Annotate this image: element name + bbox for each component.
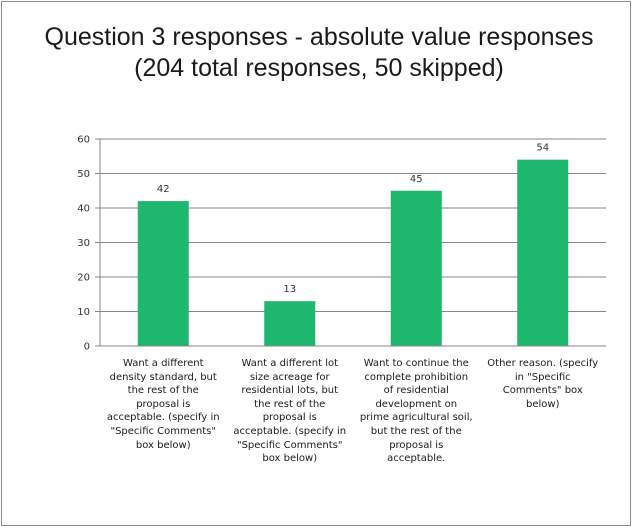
y-tick-label: 0 xyxy=(84,342,90,353)
y-tick-label: 60 xyxy=(77,135,90,146)
category-label: Want a different density standard, but t… xyxy=(106,358,220,451)
bar xyxy=(137,201,189,346)
data-label: 54 xyxy=(536,143,549,154)
data-label: 42 xyxy=(157,184,170,195)
category-label: Want a different lot size acreage for re… xyxy=(233,358,347,465)
y-axis-ticks: 0 10 20 30 40 50 60 xyxy=(77,135,100,353)
y-tick-label: 20 xyxy=(77,273,90,284)
bar xyxy=(517,159,569,346)
y-tick-label: 50 xyxy=(77,169,90,180)
y-tick-label: 10 xyxy=(77,307,90,318)
bar xyxy=(264,301,316,346)
category-label: Want to continue the complete prohibitio… xyxy=(359,358,473,465)
bars xyxy=(137,159,569,346)
y-tick-label: 30 xyxy=(77,238,90,249)
chart-title: Question 3 responses - absolute value re… xyxy=(44,23,594,82)
y-tick-label: 40 xyxy=(77,204,90,215)
category-label: Other reason. (specify in "Specific Comm… xyxy=(487,358,599,410)
data-label: 13 xyxy=(283,284,296,295)
bar xyxy=(390,190,442,346)
data-label: 45 xyxy=(410,174,423,185)
data-labels: 42 13 45 54 xyxy=(157,143,549,295)
